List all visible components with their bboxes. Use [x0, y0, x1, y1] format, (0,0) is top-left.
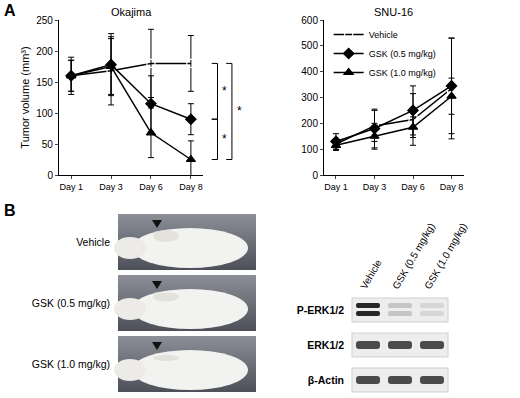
svg-text:Vehicle: Vehicle	[358, 257, 384, 291]
svg-text:GSK (0.5 mg/kg): GSK (0.5 mg/kg)	[390, 221, 437, 291]
svg-text:*: *	[222, 84, 227, 98]
svg-text:300: 300	[301, 92, 318, 103]
svg-text:GSK (0.5 mg/kg): GSK (0.5 mg/kg)	[369, 49, 436, 59]
svg-text:50: 50	[42, 139, 54, 150]
svg-text:Okajima: Okajima	[111, 6, 152, 18]
svg-text:P-ERK1/2: P-ERK1/2	[297, 304, 344, 316]
svg-text:Vehicle: Vehicle	[369, 30, 398, 40]
svg-text:Day 3: Day 3	[363, 182, 387, 192]
svg-text:Day 1: Day 1	[59, 182, 83, 192]
svg-text:Tumor volume (mm³): Tumor volume (mm³)	[19, 46, 31, 148]
svg-text:200: 200	[301, 118, 318, 129]
svg-text:*: *	[237, 104, 242, 118]
svg-text:Day 6: Day 6	[139, 182, 163, 192]
svg-text:Vehicle: Vehicle	[76, 236, 110, 248]
svg-text:250: 250	[36, 15, 53, 26]
svg-text:Day 8: Day 8	[440, 182, 464, 192]
svg-text:B: B	[4, 202, 16, 219]
svg-text:400: 400	[301, 66, 318, 77]
svg-text:β-Actin: β-Actin	[308, 374, 344, 386]
svg-text:GSK (0.5 mg/kg): GSK (0.5 mg/kg)	[32, 297, 110, 309]
svg-text:150: 150	[36, 77, 53, 88]
svg-text:100: 100	[36, 108, 53, 119]
svg-text:Day 3: Day 3	[99, 182, 123, 192]
svg-text:0: 0	[312, 170, 318, 181]
svg-text:SNU-16: SNU-16	[374, 6, 413, 18]
svg-text:Day 8: Day 8	[179, 182, 203, 192]
svg-text:GSK (1.0 mg/kg): GSK (1.0 mg/kg)	[32, 358, 110, 370]
svg-text:*: *	[222, 132, 227, 146]
svg-text:0: 0	[47, 170, 53, 181]
svg-text:200: 200	[36, 46, 53, 57]
svg-text:GSK (1.0 mg/kg): GSK (1.0 mg/kg)	[369, 68, 436, 78]
svg-text:ERK1/2: ERK1/2	[307, 339, 344, 351]
svg-text:GSK (1.0 mg/kg): GSK (1.0 mg/kg)	[422, 221, 469, 291]
svg-text:600: 600	[301, 15, 318, 26]
html-text:A: A	[4, 2, 16, 19]
svg-text:500: 500	[301, 40, 318, 51]
svg-text:Day 6: Day 6	[401, 182, 425, 192]
svg-text:100: 100	[301, 144, 318, 155]
svg-text:Day 1: Day 1	[324, 182, 348, 192]
